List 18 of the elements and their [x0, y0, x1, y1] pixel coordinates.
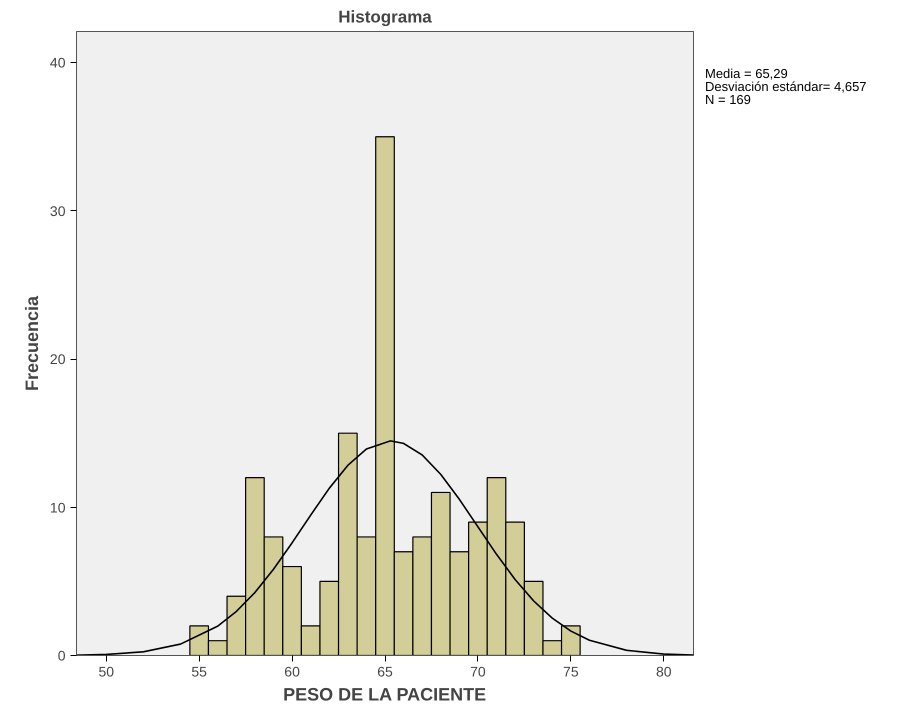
x-tick-label: 70 [470, 664, 486, 680]
x-tick-label: 80 [656, 664, 672, 680]
x-tick-label: 55 [191, 664, 208, 680]
y-tick-label: 10 [50, 499, 66, 516]
y-tick-label: 20 [50, 351, 66, 368]
text: N = 169 [705, 92, 752, 107]
text: Media = 65,29 [705, 66, 789, 81]
x-tick-label: 50 [98, 664, 114, 680]
x-axis-title: PESO DE LA PACIENTE [283, 684, 486, 704]
x-tick-label: 65 [377, 664, 393, 680]
y-tick-label: 40 [50, 54, 66, 71]
y-tick-label: 30 [50, 202, 66, 219]
chart-title: Histograma [338, 8, 432, 26]
y-tick-label: 0 [58, 648, 66, 664]
x-tick-label: 75 [563, 664, 579, 680]
text: Desviación estándar= 4,657 [705, 79, 867, 94]
x-tick-label: 60 [284, 664, 300, 680]
y-axis-title: Frecuencia [22, 294, 42, 392]
